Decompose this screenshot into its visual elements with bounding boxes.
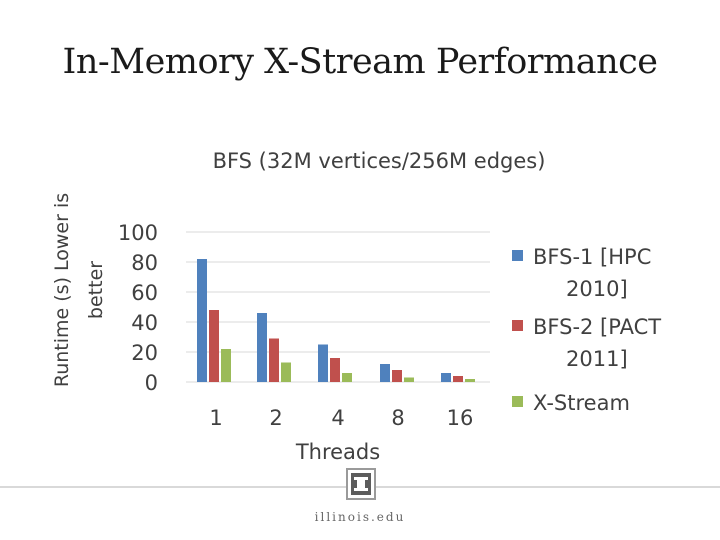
bar-2-16 bbox=[453, 376, 463, 382]
legend-swatch-3 bbox=[512, 396, 523, 407]
x-axis-label: Threads bbox=[295, 440, 380, 464]
bar-1-16 bbox=[441, 373, 451, 382]
y-axis-label-line2: better bbox=[85, 261, 107, 319]
y-tick-label: 0 bbox=[145, 371, 158, 395]
y-tick-label: 20 bbox=[131, 341, 158, 365]
y-tick-labels: 100 80 60 40 20 0 bbox=[118, 221, 158, 395]
bar-1-4 bbox=[318, 344, 328, 382]
legend-swatch-1 bbox=[512, 250, 523, 261]
y-axis-label-line1: Runtime (s) Lower is bbox=[51, 193, 73, 387]
legend-label-1: BFS-1 [HPC 2010] bbox=[533, 245, 651, 301]
y-tick-label: 100 bbox=[118, 221, 158, 245]
bar-3-8 bbox=[404, 377, 414, 382]
chart-title: BFS (32M vertices/256M edges) bbox=[213, 149, 546, 173]
legend-label-3: X-Stream bbox=[533, 391, 630, 415]
bars bbox=[197, 259, 475, 382]
bar-3-2 bbox=[281, 362, 291, 382]
y-tick-label: 60 bbox=[131, 281, 158, 305]
bar-2-2 bbox=[269, 338, 279, 382]
bar-3-4 bbox=[342, 373, 352, 382]
x-tick-label: 1 bbox=[209, 406, 222, 430]
slide-title: In-Memory X-Stream Performance bbox=[62, 42, 658, 82]
x-tick-label: 8 bbox=[391, 406, 404, 430]
footer-url: illinois.edu bbox=[314, 510, 406, 524]
legend: BFS-1 [HPC 2010] BFS-2 [PACT 2011] X-Stream bbox=[512, 245, 661, 415]
bar-1-8 bbox=[380, 364, 390, 382]
bar-2-8 bbox=[392, 370, 402, 382]
bar-1-2 bbox=[257, 313, 267, 382]
illinois-logo-icon bbox=[346, 468, 376, 500]
legend-label-2: BFS-2 [PACT 2011] bbox=[533, 315, 661, 371]
x-tick-label: 4 bbox=[331, 406, 344, 430]
x-tick-label: 16 bbox=[447, 406, 474, 430]
bar-1-1 bbox=[197, 259, 207, 382]
y-tick-label: 80 bbox=[131, 251, 158, 275]
x-tick-label: 2 bbox=[269, 406, 282, 430]
bar-2-1 bbox=[209, 310, 219, 382]
bar-3-1 bbox=[221, 349, 231, 382]
bar-3-16 bbox=[465, 379, 475, 382]
y-tick-label: 40 bbox=[131, 311, 158, 335]
bar-2-4 bbox=[330, 358, 340, 382]
legend-swatch-2 bbox=[512, 320, 523, 331]
x-tick-labels: 1 2 4 8 16 bbox=[209, 406, 473, 430]
